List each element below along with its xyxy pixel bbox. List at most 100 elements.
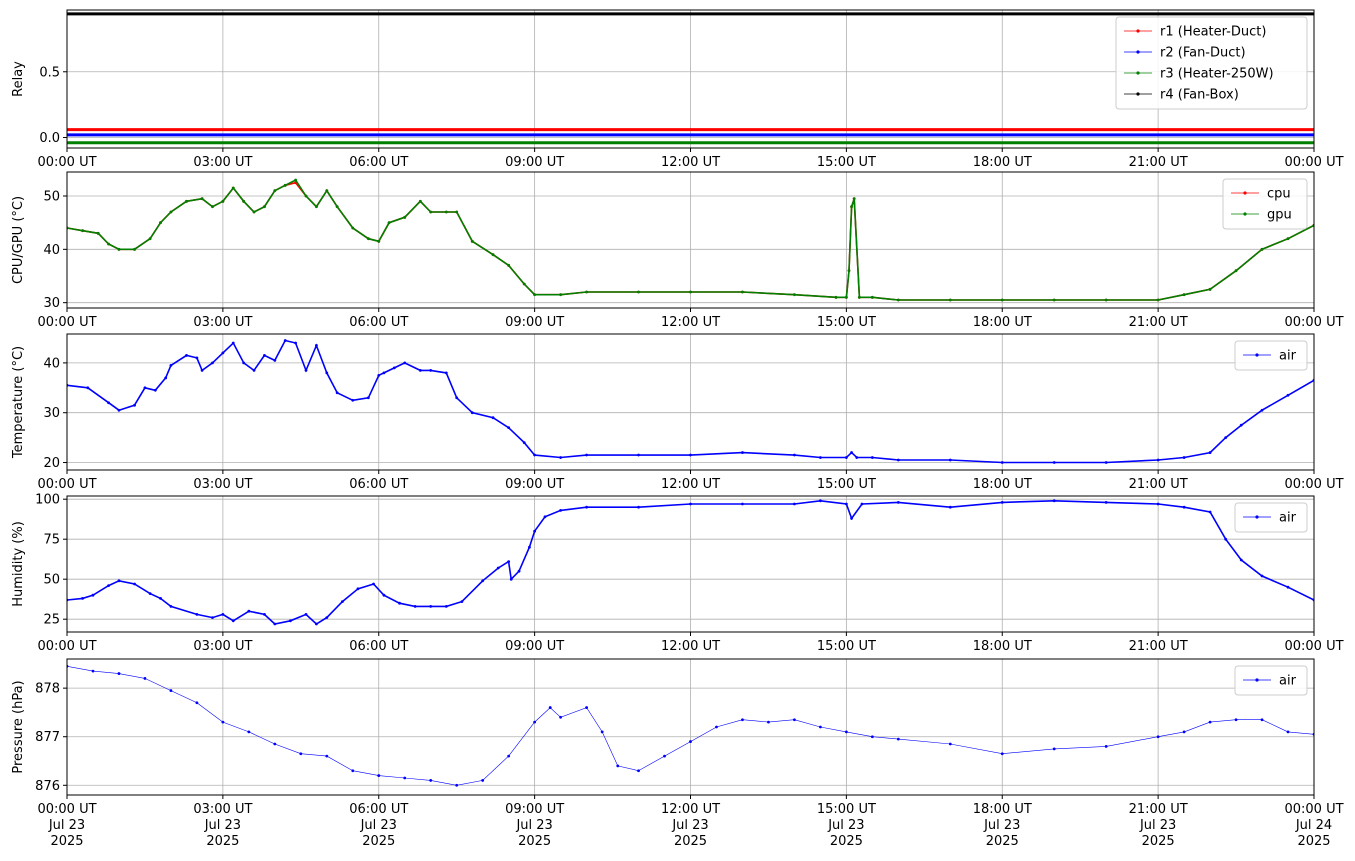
- x-tick-label: 06:00 UT: [349, 639, 408, 654]
- data-point: [1000, 752, 1004, 756]
- data-point: [844, 456, 848, 459]
- data-point: [1182, 293, 1186, 297]
- data-point: [715, 725, 718, 729]
- data-point: [1208, 510, 1212, 514]
- data-point: [460, 600, 464, 603]
- data-point: [377, 774, 381, 777]
- data-point: [382, 371, 386, 375]
- series-line: [67, 339, 1314, 464]
- data-point: [195, 613, 199, 616]
- x-tick-label: 12:00 UT: [661, 639, 720, 654]
- data-point: [231, 341, 235, 345]
- data-point: [533, 720, 537, 724]
- data-point: [741, 290, 744, 294]
- data-point: [351, 226, 355, 230]
- data-point: [896, 458, 900, 462]
- x-tick-label: 00:00 UT: [37, 639, 96, 654]
- data-point: [1052, 461, 1056, 464]
- series-gpu: [67, 178, 1314, 302]
- gridlines: [66, 334, 1315, 470]
- x-tick-label: 00:00 UT: [1284, 155, 1343, 170]
- data-point: [847, 269, 851, 273]
- data-point: [559, 293, 563, 297]
- data-point: [1104, 461, 1108, 464]
- data-point: [481, 779, 485, 782]
- legend-marker: [1136, 71, 1140, 75]
- x-tick-label: 00:00 UT: [37, 477, 96, 492]
- x-tick-label: 09:00 UT: [505, 315, 564, 330]
- x-tick-year-label: 2025: [674, 834, 707, 849]
- data-point: [86, 386, 90, 390]
- data-point: [1234, 269, 1238, 273]
- x-tick-date-label: Jul 23: [204, 818, 241, 833]
- data-point: [315, 344, 318, 347]
- x-tick-date-label: Jul 23: [827, 818, 864, 833]
- legend-entry-label: r1 (Heater-Duct): [1160, 25, 1266, 40]
- x-tick-label: 12:00 UT: [661, 477, 720, 492]
- data-point: [767, 720, 770, 724]
- x-tick-label: 06:00 UT: [349, 477, 408, 492]
- data-point: [585, 453, 588, 457]
- x-tick-label: 09:00 UT: [505, 155, 564, 170]
- data-point: [398, 601, 401, 605]
- data-point: [382, 593, 386, 597]
- data-point: [896, 298, 900, 302]
- data-point: [133, 582, 136, 586]
- data-point: [1000, 461, 1004, 464]
- data-point: [948, 742, 952, 746]
- data-point: [403, 776, 407, 780]
- data-point: [496, 566, 500, 570]
- panel-1: 0.0 0.5 00:00 UT 03:00 UT 06:00 UT 09:00 UT 12…: [11, 9, 1344, 170]
- legend-marker: [1136, 50, 1140, 54]
- data-point: [366, 396, 370, 400]
- data-point: [1224, 436, 1228, 440]
- data-point: [637, 453, 640, 457]
- plot-area: [67, 499, 1314, 626]
- x-tick-label: 15:00 UT: [817, 639, 876, 654]
- data-point: [304, 368, 308, 372]
- x-tick-label: 09:00 UT: [505, 477, 564, 492]
- data-point: [159, 597, 162, 600]
- panel-4: 25 50 75 100 00:00 UT 03:00 UT 06:00 UT 09:00 U…: [11, 493, 1344, 654]
- data-point: [559, 509, 563, 512]
- legend-entry-label: gpu: [1267, 208, 1292, 223]
- data-point: [1286, 585, 1290, 589]
- data-point: [315, 205, 318, 209]
- data-point: [289, 619, 292, 623]
- y-tick-label: 30: [43, 406, 60, 421]
- data-point: [444, 605, 448, 608]
- x-tick-label: 03:00 UT: [193, 639, 252, 654]
- data-point: [335, 205, 339, 209]
- data-point: [211, 361, 214, 365]
- data-point: [387, 221, 391, 225]
- data-point: [200, 368, 204, 372]
- data-point: [522, 441, 526, 445]
- legend-entry-label: r3 (Heater-250W): [1160, 67, 1274, 82]
- x-tick-label: 09:00 UT: [505, 639, 564, 654]
- data-point: [1239, 423, 1243, 427]
- data-point: [850, 517, 853, 520]
- legend-marker: [1243, 212, 1247, 216]
- data-point: [377, 373, 381, 377]
- data-point: [252, 368, 256, 372]
- data-point: [81, 597, 84, 600]
- panel-2: 30 40 50 00:00 UT 03:00 UT 06:00 UT 09:00 UT 12…: [11, 171, 1344, 330]
- data-point: [372, 582, 375, 586]
- y-tick-label: 877: [35, 730, 60, 745]
- data-point: [818, 499, 822, 503]
- gridlines: [66, 496, 1315, 632]
- legend-box: [1234, 502, 1308, 533]
- data-point: [231, 186, 235, 190]
- legend-marker: [1255, 353, 1259, 357]
- data-point: [533, 453, 537, 457]
- data-point: [470, 239, 474, 243]
- legend-entry-label: r4 (Fan-Box): [1160, 88, 1239, 103]
- data-point: [507, 426, 511, 430]
- data-point: [294, 341, 298, 345]
- data-point: [509, 577, 513, 581]
- panel-3: 20 30 40 00:00 UT 03:00 UT 06:00 UT 09:00 UT 12…: [11, 333, 1344, 492]
- data-point: [1224, 537, 1228, 541]
- data-point: [1052, 499, 1056, 503]
- x-tick-label: 15:00 UT: [817, 477, 876, 492]
- data-point: [1182, 505, 1186, 509]
